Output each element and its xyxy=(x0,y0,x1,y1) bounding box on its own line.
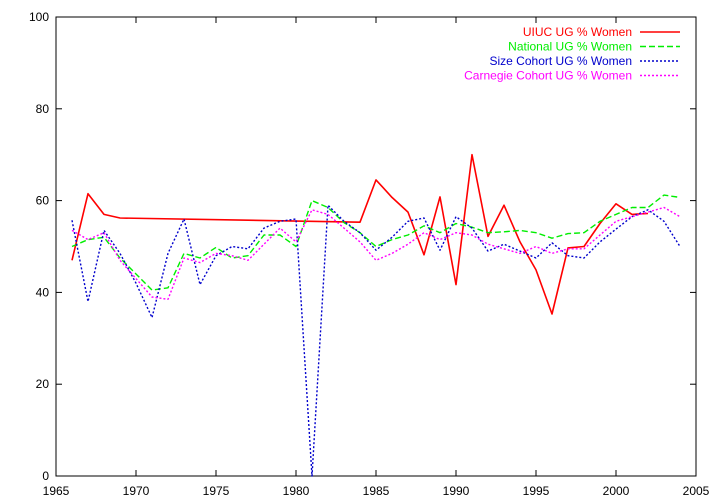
x-tick-label: 1980 xyxy=(283,484,310,498)
x-tick-label: 1990 xyxy=(443,484,470,498)
y-tick-label: 80 xyxy=(36,102,50,116)
x-tick-label: 1995 xyxy=(523,484,550,498)
series-line-3 xyxy=(71,204,681,477)
legend-label-2: National UG % Women xyxy=(508,40,632,54)
y-tick-label: 40 xyxy=(36,285,50,299)
legend-label-3: Size Cohort UG % Women xyxy=(490,54,633,68)
y-tick-label: 0 xyxy=(42,469,49,483)
series-line-4 xyxy=(71,206,681,300)
legend-label-4: Carnegie Cohort UG % Women xyxy=(464,69,632,83)
x-axis: 1965 1970 1975 1980 1985 1990 1995 2000 2005 xyxy=(43,17,710,498)
plot-frame xyxy=(55,16,697,477)
y-axis: 0 20 40 60 80 100 xyxy=(29,10,696,483)
x-tick-label: 2000 xyxy=(603,484,630,498)
plot-border xyxy=(55,16,697,477)
x-tick-label: 1970 xyxy=(123,484,150,498)
y-tick-label: 100 xyxy=(29,10,49,24)
legend-label-1: UIUC UG % Women xyxy=(523,25,632,39)
series-line-2 xyxy=(71,194,681,291)
y-tick-label: 60 xyxy=(36,194,50,208)
x-tick-label: 1975 xyxy=(203,484,230,498)
x-tick-label: 2005 xyxy=(683,484,710,498)
series-line-1 xyxy=(71,153,649,315)
x-tick-label: 1985 xyxy=(363,484,390,498)
y-tick-label: 20 xyxy=(36,377,50,391)
series-lines xyxy=(71,153,681,477)
x-tick-label: 1965 xyxy=(43,484,70,498)
